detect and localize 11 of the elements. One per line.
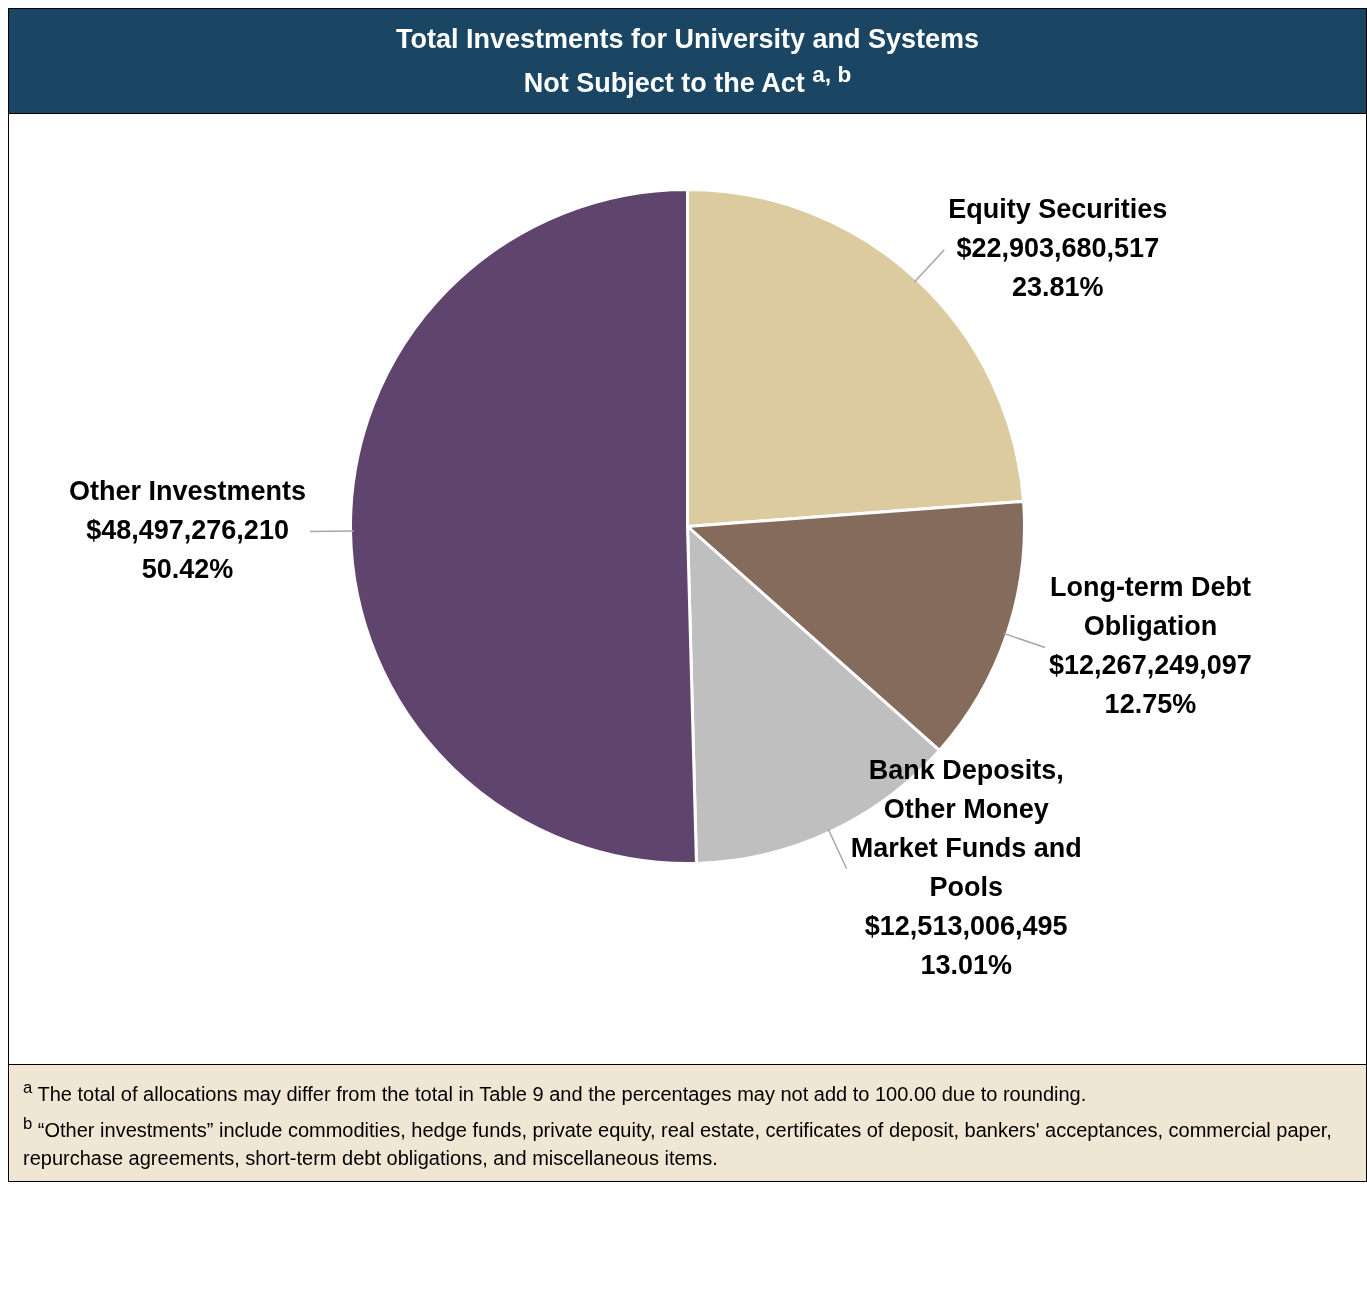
text: $^{b}$ “Other investments” include commodities, hedge funds, private equity, real estate, certificates of deposit, bankers' acceptances, commercial paper, repurchase agreements, short-term debt obligations, and miscellaneous items. <box>23 1112 1333 1172</box>
data-label: $12,267,249,097 12.75% <box>1049 650 1252 720</box>
data-label: $12,513,006,495 13.01% <box>864 910 1068 980</box>
slice-label: Equity Securities <box>948 194 1168 225</box>
text: $^{a}$ The total of allocations may differ from the total in Table 9 and the percentages may not add to 100.00 due to rounding. <box>23 1077 1088 1107</box>
data-label: $22,903,680,517 23.81% <box>956 233 1160 303</box>
slice-label: Long-term Debt Obligation <box>1049 572 1251 642</box>
slice-label: Bank Deposits, Other Money Market Funds and Pools <box>850 754 1082 902</box>
data-label: $48,497,276,210 50.42% <box>86 514 289 584</box>
chart-title: Total Investments for University and Systems Not Subject to the Act $^{a, b}$ <box>9 9 1366 114</box>
slice-label: Other Investments <box>69 475 307 506</box>
